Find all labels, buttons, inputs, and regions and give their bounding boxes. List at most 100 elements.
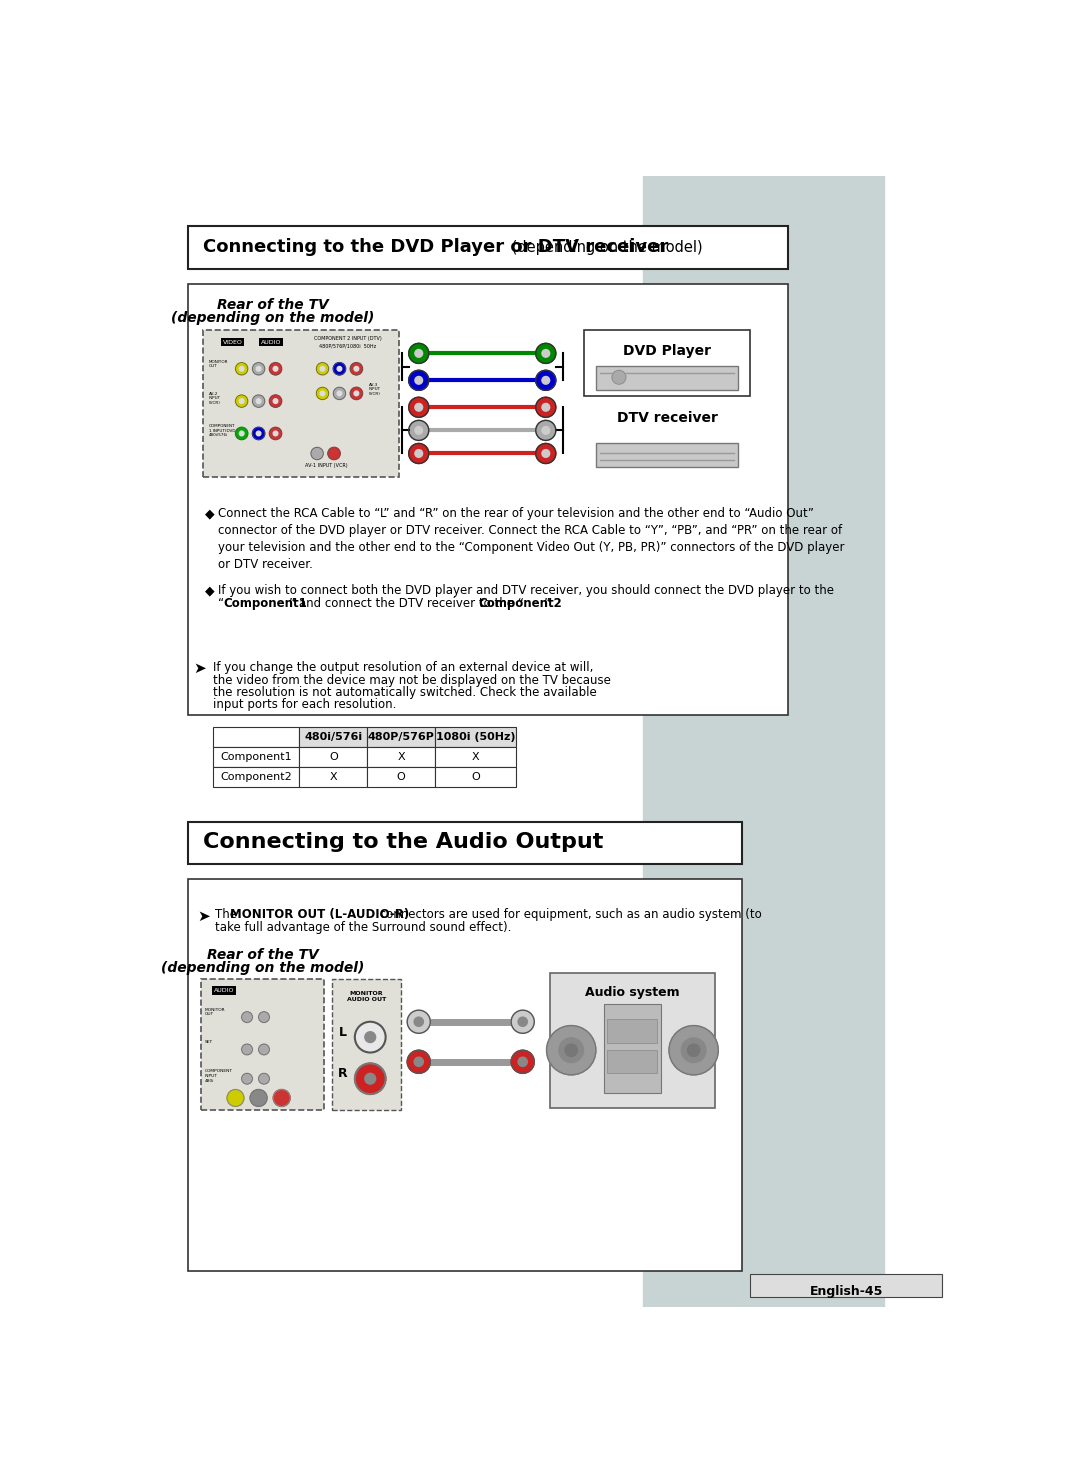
Circle shape	[542, 404, 550, 411]
Bar	[604, 1003, 661, 1093]
Circle shape	[337, 366, 341, 372]
Bar	[201, 978, 324, 1109]
Text: “: “	[218, 598, 224, 611]
Text: Connecting to the DVD Player or DTV receiver: Connecting to the DVD Player or DTV rece…	[203, 238, 669, 256]
Text: Component1: Component1	[224, 598, 307, 611]
Bar	[332, 978, 401, 1109]
Text: AUDIO: AUDIO	[260, 339, 281, 345]
Circle shape	[273, 366, 278, 372]
Text: COMPONENT
1 INPUT(DVD)
480i/576i: COMPONENT 1 INPUT(DVD) 480i/576i	[208, 425, 237, 438]
Circle shape	[256, 430, 261, 436]
Circle shape	[407, 1011, 430, 1033]
Text: VIDEO: VIDEO	[222, 339, 242, 345]
Circle shape	[536, 370, 556, 391]
Bar	[367, 767, 435, 787]
Text: ” and connect the DTV receiver to the “: ” and connect the DTV receiver to the “	[289, 598, 524, 611]
Circle shape	[511, 1050, 535, 1074]
Circle shape	[542, 426, 550, 435]
Circle shape	[242, 1012, 253, 1022]
Text: the video from the device may not be displayed on the TV because: the video from the device may not be dis…	[213, 674, 611, 686]
Text: AV-1 INPUT (VCR): AV-1 INPUT (VCR)	[305, 464, 348, 469]
Circle shape	[536, 397, 556, 417]
Text: X: X	[329, 771, 337, 782]
Text: 480i/576i: 480i/576i	[305, 732, 363, 742]
Circle shape	[407, 1050, 430, 1074]
Circle shape	[251, 1090, 267, 1106]
Bar	[607, 1050, 658, 1074]
Bar	[299, 727, 367, 746]
Text: Audio system: Audio system	[585, 986, 679, 999]
Bar	[188, 821, 742, 864]
Circle shape	[334, 388, 346, 400]
Circle shape	[354, 391, 359, 395]
Circle shape	[320, 366, 325, 372]
Circle shape	[253, 395, 265, 407]
Text: O: O	[329, 752, 338, 762]
Circle shape	[253, 363, 265, 375]
Circle shape	[240, 430, 244, 436]
Text: O: O	[471, 771, 480, 782]
Circle shape	[518, 1058, 527, 1066]
Circle shape	[316, 388, 328, 400]
Circle shape	[235, 363, 247, 375]
Text: Connect the RCA Cable to “L” and “R” on the rear of your television and the othe: Connect the RCA Cable to “L” and “R” on …	[218, 507, 845, 571]
Text: Component2: Component2	[478, 598, 562, 611]
Bar	[607, 1019, 658, 1043]
Text: the resolution is not automatically switched. Check the available: the resolution is not automatically swit…	[213, 686, 597, 699]
Bar	[550, 974, 715, 1108]
Circle shape	[256, 366, 261, 372]
Circle shape	[415, 426, 422, 435]
Circle shape	[536, 344, 556, 363]
Circle shape	[350, 388, 363, 400]
Text: 480P/576P: 480P/576P	[367, 732, 434, 742]
Text: Component1: Component1	[220, 752, 292, 762]
Circle shape	[414, 1017, 423, 1027]
Bar	[213, 746, 299, 767]
Bar	[213, 727, 299, 746]
Text: ◆: ◆	[205, 507, 215, 520]
Circle shape	[269, 395, 282, 407]
Circle shape	[316, 363, 328, 375]
Circle shape	[408, 370, 429, 391]
Circle shape	[258, 1074, 269, 1084]
Circle shape	[350, 363, 363, 375]
Text: MONITOR
AUDIO OUT: MONITOR AUDIO OUT	[347, 992, 386, 1002]
Circle shape	[227, 1090, 244, 1106]
Text: English-45: English-45	[809, 1285, 882, 1299]
Circle shape	[565, 1044, 578, 1056]
Text: 1080i (50Hz): 1080i (50Hz)	[435, 732, 515, 742]
Circle shape	[558, 1039, 583, 1062]
Bar	[596, 366, 739, 391]
Text: AV-2
INPUT
(VCR): AV-2 INPUT (VCR)	[208, 392, 220, 405]
Circle shape	[688, 1044, 700, 1056]
Circle shape	[258, 1012, 269, 1022]
Circle shape	[253, 427, 265, 439]
Bar	[435, 746, 516, 767]
Text: take full advantage of the Surround sound effect).: take full advantage of the Surround soun…	[215, 921, 511, 934]
Text: L: L	[338, 1025, 347, 1039]
Text: DTV receiver: DTV receiver	[617, 411, 717, 425]
Text: MONITOR
OUT: MONITOR OUT	[208, 360, 228, 369]
Text: R: R	[338, 1066, 348, 1080]
Circle shape	[269, 363, 282, 375]
Text: MONITOR
OUT: MONITOR OUT	[205, 1008, 226, 1017]
Circle shape	[320, 391, 325, 395]
Text: AUDIO: AUDIO	[214, 987, 234, 993]
Bar	[367, 746, 435, 767]
Circle shape	[273, 430, 278, 436]
Bar	[584, 331, 750, 395]
Circle shape	[334, 363, 346, 375]
Text: COMPONENT 2 INPUT (DTV): COMPONENT 2 INPUT (DTV)	[314, 336, 382, 341]
Circle shape	[273, 1090, 291, 1106]
Text: (depending on the model): (depending on the model)	[508, 239, 703, 254]
Text: Rear of the TV: Rear of the TV	[217, 298, 328, 311]
Circle shape	[542, 450, 550, 457]
Bar	[367, 727, 435, 746]
Text: AV-3
INPUT
(VCR): AV-3 INPUT (VCR)	[368, 382, 381, 395]
Circle shape	[408, 397, 429, 417]
Text: O: O	[396, 771, 405, 782]
Text: ➤: ➤	[198, 909, 211, 924]
Circle shape	[408, 444, 429, 464]
Circle shape	[337, 391, 341, 395]
Circle shape	[242, 1044, 253, 1055]
